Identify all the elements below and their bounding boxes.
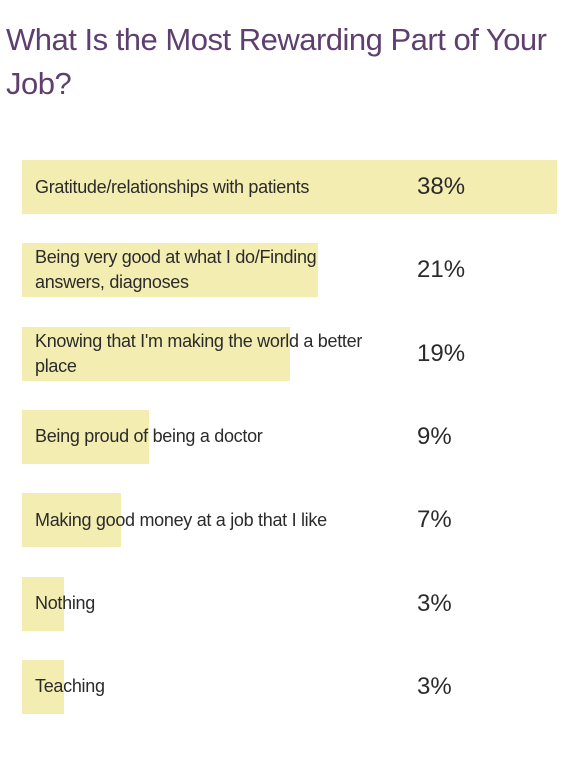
chart-title: What Is the Most Rewarding Part of Your …	[6, 22, 547, 101]
bar	[22, 160, 557, 214]
bar	[22, 659, 65, 714]
value-label: 7%	[417, 506, 452, 534]
category-label: Being very good at what I do/Finding ans…	[35, 247, 317, 293]
category-label: Being proud of being a doctor	[35, 426, 263, 447]
value-label: 3%	[417, 672, 452, 700]
bar	[22, 493, 121, 548]
category-label: Nothing	[35, 593, 95, 613]
value-label: 9%	[417, 422, 452, 450]
bar	[22, 326, 290, 381]
category-label: Teaching	[35, 676, 105, 697]
value-label: 3%	[417, 589, 452, 617]
bar	[22, 243, 318, 298]
category-label: Making good money at a job that I like	[35, 509, 327, 530]
value-label: 38%	[417, 173, 466, 200]
category-label: Gratitude/relationships with patients	[35, 176, 310, 197]
category-label: Knowing that I'm making the world a bett…	[35, 330, 363, 376]
value-label: 19%	[417, 339, 466, 367]
bar	[22, 576, 65, 631]
value-label: 21%	[417, 256, 466, 284]
bar	[22, 409, 149, 464]
